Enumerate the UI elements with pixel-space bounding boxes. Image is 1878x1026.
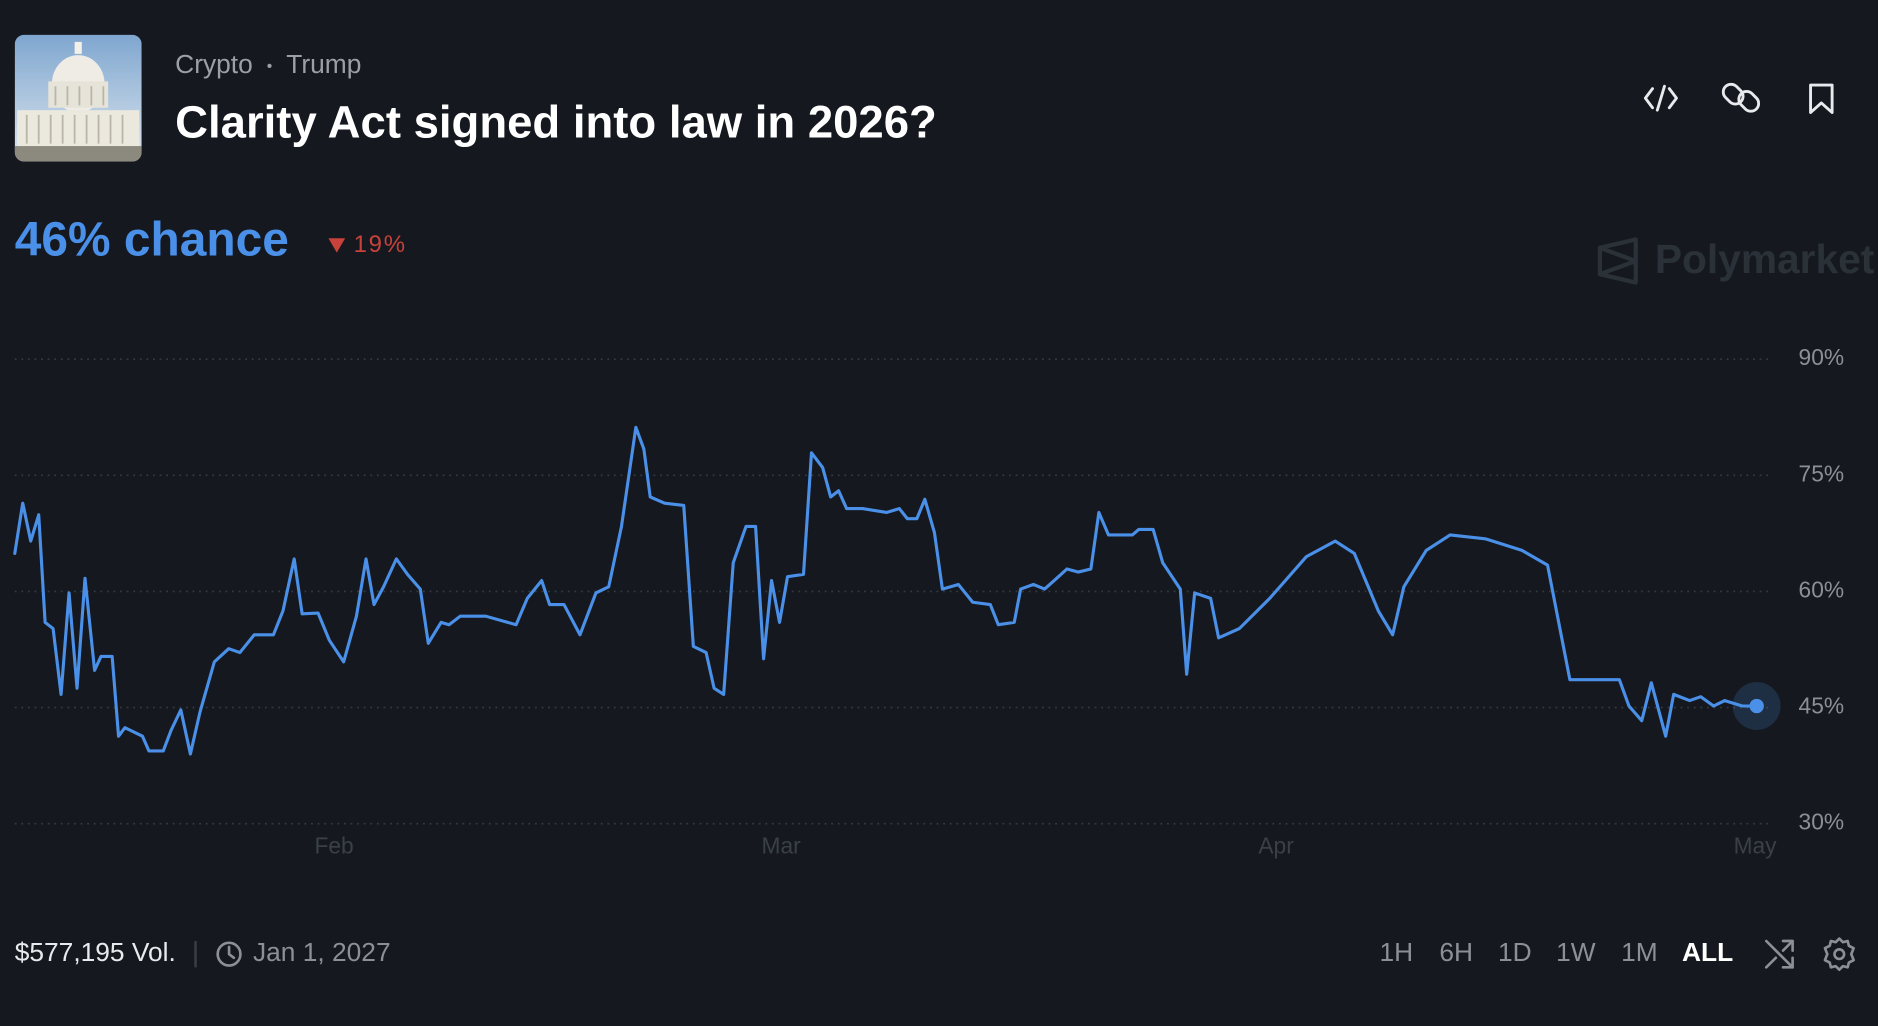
breadcrumb[interactable]: Trump [286, 49, 361, 79]
clock-icon [216, 941, 242, 967]
y-tick-label: 30% [1799, 809, 1845, 835]
change-arrow [328, 238, 346, 253]
y-tick-label: 45% [1799, 693, 1845, 719]
timeframe-button[interactable]: 1W [1556, 937, 1596, 967]
embed-button[interactable] [1643, 84, 1678, 112]
brand-watermark: Polymarket [1655, 236, 1875, 282]
timeframe-button[interactable]: 6H [1439, 937, 1473, 967]
thumbnail [14, 34, 142, 162]
timeframe-button[interactable]: 1H [1380, 937, 1414, 967]
x-tick-label: Apr [1258, 833, 1294, 859]
breadcrumb[interactable]: Crypto [175, 49, 253, 79]
shuffle-button[interactable] [1764, 939, 1794, 969]
x-tick-label: Mar [762, 833, 802, 859]
probability: 46% chance [15, 214, 289, 267]
timeframe-group: 1H 6H 1D 1W 1M ALL [1380, 937, 1734, 967]
market-title: Clarity Act signed into law in 2026? [175, 97, 937, 148]
link-button[interactable] [1720, 81, 1762, 114]
chart: 30% 45% 60% 75% 90% Feb Mar Apr May [13, 344, 1845, 859]
y-tick-label: 90% [1799, 344, 1845, 370]
timeframe-button[interactable]: 1M [1621, 937, 1658, 967]
x-tick-label: May [1734, 833, 1778, 859]
y-tick-label: 60% [1799, 576, 1845, 602]
timeframe-button[interactable]: ALL [1682, 937, 1733, 967]
end-dot [1749, 698, 1764, 714]
bookmark-button[interactable] [1809, 83, 1834, 114]
y-tick-label: 75% [1799, 460, 1845, 486]
end-date: Jan 1, 2027 [253, 937, 391, 967]
timeframe-button[interactable]: 1D [1498, 937, 1532, 967]
breadcrumb-separator [267, 63, 272, 69]
settings-button[interactable] [1823, 937, 1855, 972]
price-line [13, 425, 1759, 756]
x-tick-label: Feb [314, 833, 353, 859]
brand-logo [1597, 237, 1638, 285]
change: 19% [354, 231, 407, 258]
volume: $577,195 Vol. [15, 937, 176, 967]
